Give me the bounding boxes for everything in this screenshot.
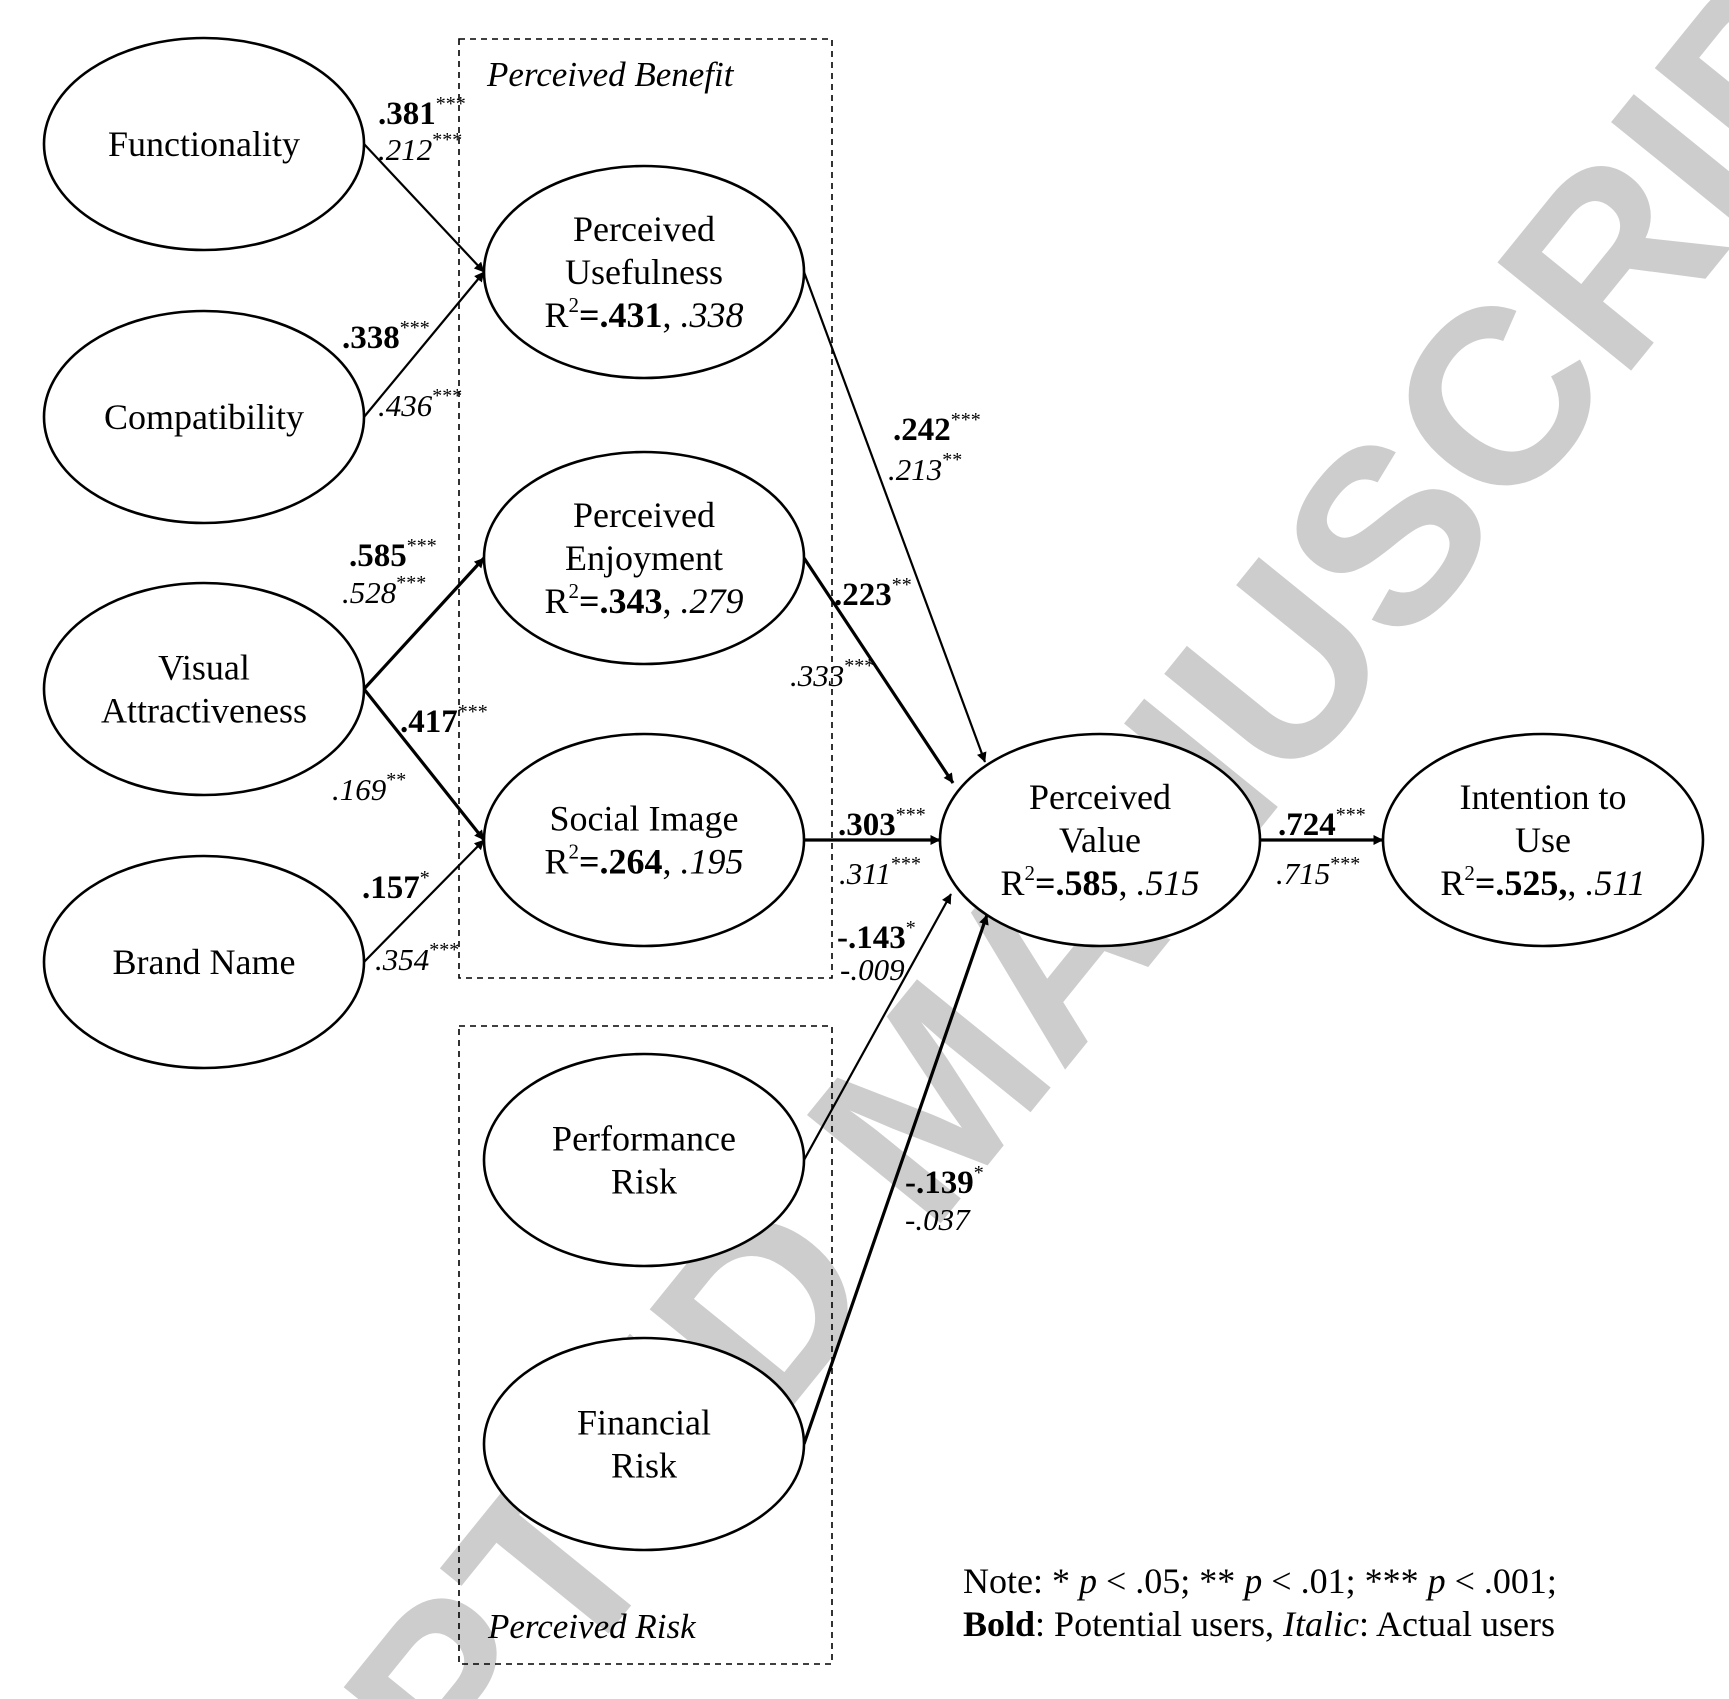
path-pe-pv-coef-potential: .223**	[834, 574, 912, 613]
path-vis-si-coef-actual: .169**	[332, 769, 406, 807]
path-vis-si-coef-potential: .417***	[400, 701, 488, 740]
path-fr-pv-arrow	[802, 914, 989, 1445]
path-vis-pe-coef-potential: .585***	[349, 535, 437, 574]
node-perf-risk-label-0: Performance	[552, 1119, 736, 1159]
node-fin-risk-label-0: Financial	[577, 1403, 711, 1443]
node-intention-r-squared: R2=.525,, .511	[1440, 861, 1645, 903]
node-visual-label-1: Attractiveness	[101, 691, 307, 731]
node-enjoyment-ellipse	[482, 450, 806, 666]
node-usefulness-label-0: Perceived	[573, 209, 715, 249]
path-brand-si-coef-actual: .354***	[375, 939, 459, 977]
path-comp-pu-coef-actual: .436***	[378, 385, 462, 423]
path-si-pv-coef-potential: .303***	[838, 804, 926, 843]
perceived-benefit-title: Perceived Benefit	[486, 55, 735, 94]
path-comp-pu-coef-potential: .338***	[342, 317, 430, 356]
path-pr-pv-coef-actual: -.009	[840, 952, 905, 987]
node-value-label-1: Value	[1059, 820, 1141, 860]
node-intention-label-0: Intention to	[1460, 777, 1627, 817]
node-brand-ellipse	[42, 854, 366, 1070]
path-vis-pe-coef-actual: .528***	[342, 572, 426, 610]
path-func-pu-coef-potential: .381***	[378, 93, 466, 132]
edges	[362, 143, 1384, 1445]
path-func-pu-coef-actual: .212***	[378, 129, 462, 167]
node-usefulness-label-1: Usefulness	[565, 252, 723, 292]
node-social-r-squared: R2=.264, .195	[544, 840, 743, 882]
node-enjoyment-label-0: Perceived	[573, 495, 715, 535]
node-usefulness-r-squared: R2=.431, .338	[544, 293, 743, 335]
path-brand-si-arrow	[363, 839, 485, 963]
edge-labels: .381***.212*** .338*** .436*** .585***.528*…	[332, 93, 1366, 1237]
path-si-pv-coef-actual: .311***	[839, 853, 921, 891]
node-value-label-0: Perceived	[1029, 777, 1171, 817]
path-pr-pv-arrow	[803, 893, 952, 1161]
node-compatibility-label-0: Compatibility	[104, 397, 304, 437]
perceived-benefit-group	[458, 38, 833, 979]
path-pu-pv-coef-actual: .213**	[888, 449, 962, 487]
node-intention-ellipse	[1381, 732, 1705, 948]
path-brand-si-coef-potential: .157*	[362, 867, 430, 906]
path-vis-si-arrow	[362, 688, 486, 841]
path-pu-pv-coef-potential: .242***	[893, 409, 981, 448]
path-fr-pv-coef-potential: -.139*	[905, 1162, 984, 1201]
node-compatibility: Compatibility	[42, 309, 366, 525]
perceived-risk-title: Perceived Risk	[487, 1607, 697, 1646]
node-compatibility-ellipse	[42, 309, 366, 525]
path-pe-pv-coef-actual: .333***	[790, 655, 874, 693]
node-social-label-0: Social Image	[550, 799, 739, 839]
nodes: Functionality Compatibility VisualAttracti…	[42, 36, 1705, 1552]
node-enjoyment-label-1: Enjoyment	[565, 538, 723, 578]
node-functionality: Functionality	[42, 36, 366, 252]
path-func-pu-arrow	[363, 143, 485, 273]
path-pe-pv-arrow	[802, 557, 955, 784]
path-pv-iu-coef-potential: .724***	[1278, 804, 1366, 843]
node-usefulness-ellipse	[482, 164, 806, 380]
node-perf-risk-label-1: Risk	[611, 1162, 677, 1202]
node-brand: Brand Name	[42, 854, 366, 1070]
path-pr-pv-coef-potential: -.143*	[837, 917, 916, 956]
path-comp-pu-arrow	[363, 271, 485, 418]
path-vis-pe-arrow	[362, 556, 486, 691]
path-pu-pv-arrow	[802, 271, 987, 763]
node-functionality-ellipse	[42, 36, 366, 252]
node-enjoyment-r-squared: R2=.343, .279	[544, 579, 743, 621]
path-pv-iu-coef-actual: .715***	[1276, 853, 1360, 891]
node-value-r-squared: R2=.585, .515	[1000, 861, 1199, 903]
node-social-ellipse	[482, 732, 806, 948]
node-intention-label-1: Use	[1515, 820, 1571, 860]
node-perf-risk-ellipse	[482, 1052, 806, 1268]
node-fin-risk-label-1: Risk	[611, 1446, 677, 1486]
node-functionality-label-0: Functionality	[108, 124, 300, 164]
note-significance: Note: * p < .05; ** p < .01; *** p < .00…	[963, 1561, 1557, 1601]
node-visual-label-0: Visual	[158, 648, 250, 688]
note-legend: Bold: Potential users, Italic: Actual us…	[963, 1604, 1555, 1644]
path-fr-pv-coef-actual: -.037	[905, 1202, 971, 1237]
node-value-ellipse	[938, 732, 1262, 948]
node-fin-risk-ellipse	[482, 1336, 806, 1552]
node-visual-ellipse	[42, 581, 366, 797]
node-brand-label-0: Brand Name	[113, 942, 296, 982]
